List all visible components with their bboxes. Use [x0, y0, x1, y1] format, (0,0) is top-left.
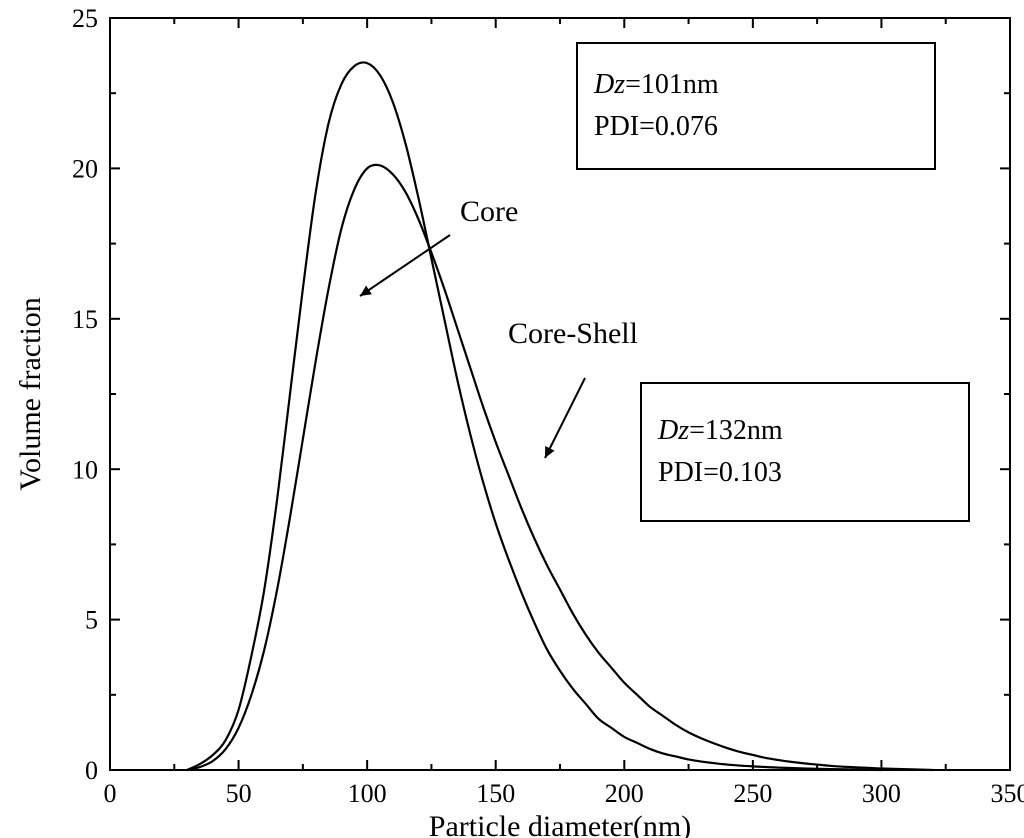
x-tick-label: 50 — [226, 779, 252, 808]
dz-line: Dz=132nm — [658, 410, 952, 452]
label-core: Core — [460, 195, 518, 228]
x-axis-label: Particle diameter(nm) — [429, 810, 691, 838]
x-tick-label: 200 — [605, 779, 644, 808]
annotation-arrowhead — [360, 286, 372, 296]
x-tick-label: 250 — [733, 779, 772, 808]
x-tick-label: 150 — [476, 779, 515, 808]
core_info: Dz=101nmPDI=0.076 — [576, 42, 936, 170]
x-tick-label: 100 — [348, 779, 387, 808]
y-tick-label: 20 — [72, 155, 98, 184]
y-tick-label: 0 — [85, 756, 98, 785]
y-axis-label: Volume fraction — [14, 297, 47, 491]
x-tick-label: 300 — [862, 779, 901, 808]
y-tick-label: 25 — [72, 4, 98, 33]
coreshell_info: Dz=132nmPDI=0.103 — [640, 382, 970, 522]
y-tick-label: 15 — [72, 305, 98, 334]
x-tick-label: 350 — [991, 779, 1024, 808]
dz-line: Dz=101nm — [594, 64, 918, 106]
annotation-arrow — [545, 378, 585, 458]
pdi-line: PDI=0.103 — [658, 452, 952, 494]
pdi-line: PDI=0.076 — [594, 106, 918, 148]
label-core-shell: Core-Shell — [508, 317, 638, 350]
y-tick-label: 5 — [85, 606, 98, 635]
x-tick-label: 0 — [104, 779, 117, 808]
chart-container: 0 50 100 150 200 250 300 350 0 5 10 15 20 25 Particle … — [0, 0, 1024, 838]
y-tick-label: 10 — [72, 455, 98, 484]
